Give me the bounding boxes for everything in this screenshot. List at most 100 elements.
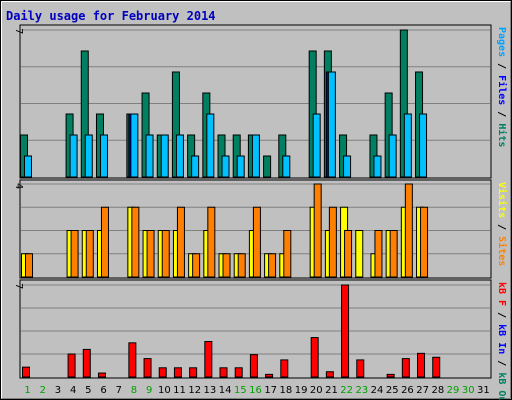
y-axis-label-part: kB Out — [496, 372, 507, 400]
x-tick-label: 5 — [85, 385, 91, 396]
x-tick-label: 16 — [249, 385, 262, 396]
x-tick-label: 10 — [158, 385, 171, 396]
x-tick-label: 27 — [416, 385, 429, 396]
bar-pages-day-13 — [206, 113, 215, 178]
bar-pages-day-14 — [221, 155, 230, 178]
bar-sites-day-13 — [207, 206, 216, 278]
x-tick-label: 29 — [447, 385, 460, 396]
bar-sites-day-8 — [131, 206, 140, 278]
x-tick-label: 9 — [146, 385, 152, 396]
bar-pages-day-8 — [130, 113, 139, 178]
y-axis-label-part: Pages — [496, 27, 507, 57]
x-tick-label: 30 — [462, 385, 475, 396]
x-tick-label: 3 — [55, 385, 61, 396]
bar-kb-f-day-26 — [401, 358, 410, 378]
x-tick-label: 11 — [173, 385, 186, 396]
y-axis-label-part: / — [496, 306, 507, 324]
bar-kb-f-day-23 — [356, 359, 365, 378]
bar-pages-day-5 — [84, 134, 93, 178]
bar-sites-day-24 — [374, 230, 383, 278]
bar-pages-day-16 — [251, 134, 260, 178]
y-axis-label-part: / — [496, 105, 507, 123]
x-tick-label: 14 — [219, 385, 232, 396]
y-axis-label: kB F / kB In / kB Out — [496, 282, 507, 400]
x-tick-label: 20 — [310, 385, 323, 396]
x-tick-label: 21 — [325, 385, 338, 396]
y-max-label: 7 — [13, 283, 24, 289]
bar-sites-day-16 — [252, 206, 261, 278]
x-tick-label: 22 — [340, 385, 353, 396]
x-tick-label: 6 — [100, 385, 106, 396]
bar-kb-f-day-27 — [417, 352, 426, 378]
chart-title: Daily usage for February 2014 — [6, 9, 216, 23]
x-tick-label: 7 — [116, 385, 122, 396]
bar-kb-f-day-25 — [386, 373, 395, 378]
bar-pages-day-24 — [373, 155, 382, 178]
bar-sites-day-11 — [176, 206, 185, 278]
bar-pages-day-15 — [236, 155, 245, 178]
bar-sites-day-22 — [344, 230, 353, 278]
bar-pages-day-10 — [160, 134, 169, 178]
x-tick-label: 25 — [386, 385, 399, 396]
y-axis-label-part: Visits — [496, 182, 508, 218]
bar-kb-f-day-9 — [143, 358, 152, 378]
bar-kb-f-day-16 — [249, 354, 258, 378]
bar-hits-day-17 — [263, 155, 272, 178]
bar-pages-day-25 — [388, 134, 397, 178]
y-axis-label: Pages / Files / Hits — [496, 27, 508, 147]
bar-sites-day-1 — [25, 253, 33, 278]
bar-pages-day-11 — [175, 134, 184, 178]
bar-kb-f-day-11 — [173, 367, 182, 378]
bar-kb-f-day-22 — [341, 284, 350, 378]
y-max-label: 7 — [13, 28, 24, 34]
bar-kb-f-day-4 — [67, 353, 76, 378]
x-tick-label: 18 — [280, 385, 293, 396]
bar-pages-day-18 — [282, 155, 291, 178]
bar-pages-day-12 — [191, 155, 200, 178]
x-tick-label: 24 — [371, 385, 384, 396]
bar-sites-day-6 — [100, 206, 109, 278]
bar-pages-day-20 — [312, 113, 321, 178]
y-axis-label-part: Files — [496, 75, 508, 105]
bar-kb-f-day-5 — [82, 348, 91, 378]
x-tick-label: 8 — [131, 385, 137, 396]
x-tick-label: 15 — [234, 385, 247, 396]
bar-sites-day-14 — [222, 253, 231, 278]
bar-sites-day-21 — [328, 206, 337, 278]
x-tick-label: 12 — [188, 385, 201, 396]
y-axis-label-part: kB In — [496, 324, 507, 354]
panel-visits_sites: 4 Visits / Sites — [13, 179, 508, 279]
bar-sites-day-5 — [85, 230, 94, 278]
bar-pages-day-1 — [24, 155, 32, 178]
bar-pages-day-4 — [69, 134, 78, 178]
bar-pages-day-26 — [403, 113, 412, 178]
y-axis-label-part: Sites — [496, 236, 508, 266]
bar-kb-f-day-21 — [325, 371, 334, 378]
bar-sites-day-10 — [161, 230, 170, 278]
bar-sites-day-9 — [146, 230, 155, 278]
x-tick-label: 28 — [431, 385, 444, 396]
bar-kb-f-day-18 — [280, 359, 289, 378]
x-tick-label: 31 — [477, 385, 490, 396]
x-tick-label: 2 — [40, 385, 46, 396]
panel-kb: 7 kB F / kB In / kB Out — [13, 279, 507, 400]
bar-kb-f-day-20 — [310, 337, 319, 378]
bar-kb-f-day-28 — [432, 356, 441, 378]
y-axis-label-part: / — [496, 57, 507, 75]
bar-visits-day-23 — [355, 230, 364, 278]
bar-sites-day-15 — [237, 253, 246, 278]
y-axis-label-part: Hits — [496, 123, 508, 147]
bar-kb-f-day-13 — [204, 341, 213, 378]
x-tick-label: 17 — [264, 385, 277, 396]
bar-pages-day-22 — [343, 155, 352, 178]
y-axis-label-part: / — [496, 218, 507, 236]
bar-kb-f-day-8 — [128, 342, 137, 378]
bar-kb-f-day-6 — [97, 372, 106, 378]
y-axis-label: Visits / Sites — [496, 182, 508, 266]
bar-kb-f-day-12 — [189, 367, 198, 378]
bar-kb-f-day-17 — [265, 373, 274, 378]
bar-sites-day-4 — [70, 230, 79, 278]
bar-sites-day-27 — [420, 206, 429, 278]
